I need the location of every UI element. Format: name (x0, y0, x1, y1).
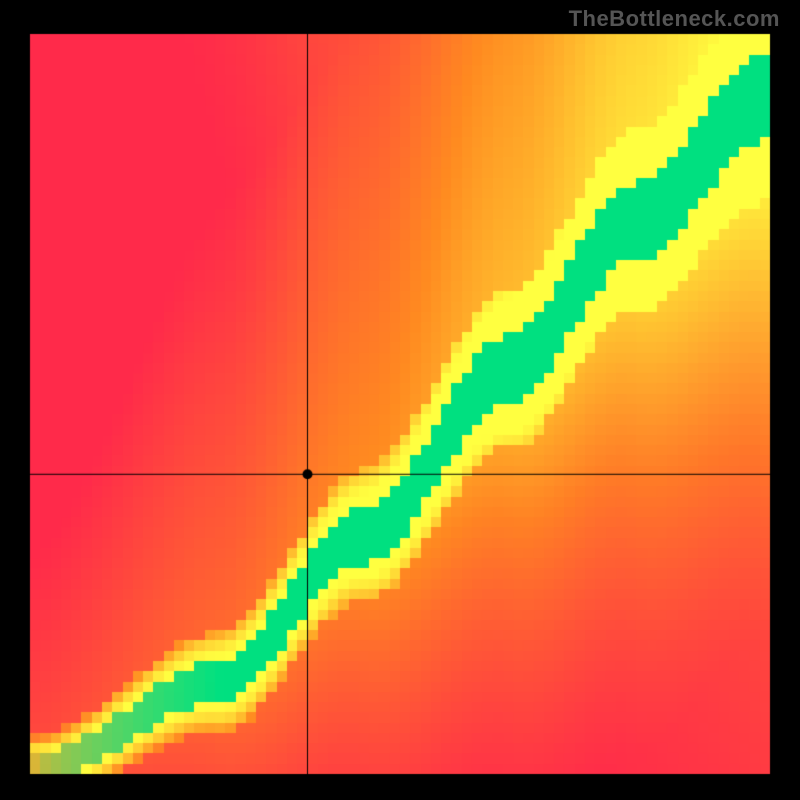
watermark-text: TheBottleneck.com (569, 6, 780, 32)
bottleneck-heatmap (0, 0, 800, 800)
